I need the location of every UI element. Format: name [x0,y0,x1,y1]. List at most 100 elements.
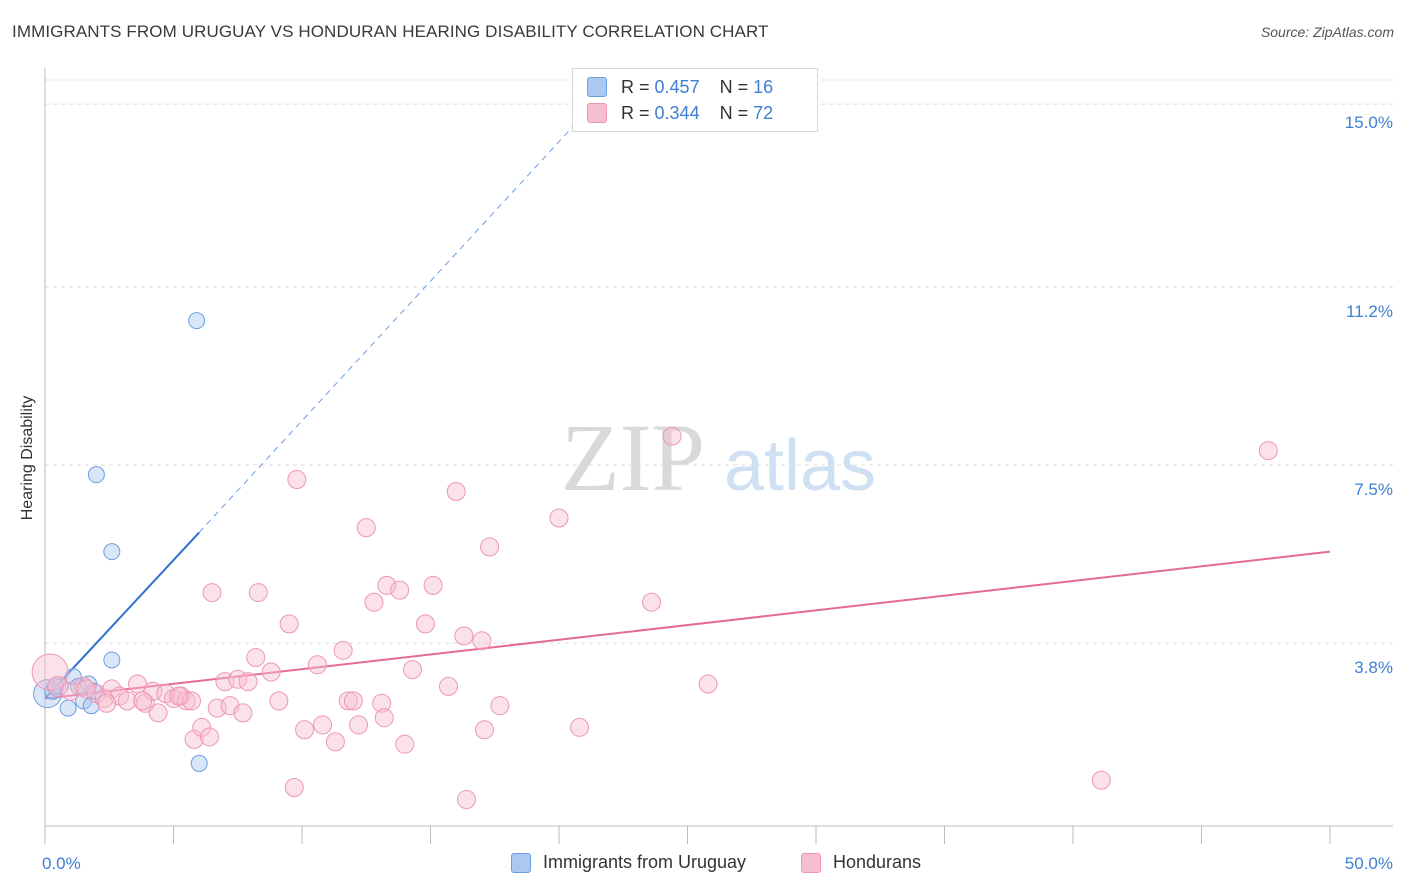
honduran-point [269,691,289,711]
honduran-point [333,640,353,660]
data-points [31,312,1278,810]
uruguay-trend-extension [198,113,586,533]
legend-label-uruguay: Immigrants from Uruguay [543,852,747,872]
legend-item-hondurans[interactable]: Hondurans [801,852,921,873]
honduran-point [325,732,345,752]
honduran-point [233,703,253,723]
honduran-trend-line [44,550,1331,700]
watermark: ZIP atlas [561,404,876,511]
y-tick-label: 3.8% [1354,658,1393,677]
legend-swatch-hondurans [801,852,821,873]
honduran-point [148,703,168,723]
honduran-point [570,717,590,737]
legend-item-uruguay[interactable]: Immigrants from Uruguay [511,852,746,873]
honduran-point [395,734,415,754]
honduran-point [202,583,222,603]
legend-r-label: R = [621,76,650,97]
honduran-point [662,426,682,446]
honduran-point [390,580,410,600]
honduran-point [356,518,376,538]
honduran-point [287,469,307,489]
honduran-point [343,691,363,711]
legend-row-hondurans: R = 0.344 N = 72 [587,101,773,125]
uruguay-point [190,754,208,772]
legend-swatch-uruguay [587,77,607,97]
honduran-point [549,508,569,528]
honduran-point [284,777,304,797]
honduran-point [423,575,443,595]
trend-lines [44,113,1331,700]
uruguay-trend-line [44,531,200,700]
honduran-point [374,708,394,728]
legend-r-label: R = [621,102,650,123]
y-tick-label: 7.5% [1354,480,1393,499]
honduran-point [698,674,718,694]
legend-n-label: N = [719,76,749,97]
axis-layer [44,68,1393,844]
x-tick-label-max: 50.0% [1345,854,1393,873]
honduran-point [76,679,96,699]
legend-label-hondurans: Hondurans [833,852,922,872]
honduran-point [454,626,474,646]
y-tick-label: 15.0% [1345,113,1393,132]
honduran-point [169,686,189,706]
honduran-point [1258,441,1278,461]
honduran-point [133,691,153,711]
legend-r-value: 0.457 [654,76,700,97]
honduran-point [438,676,458,696]
correlation-legend: R = 0.457 N = 16 R = 0.344 N = 72 [572,68,818,132]
honduran-point [307,655,327,675]
legend-n-label: N = [719,102,749,123]
honduran-point [181,691,201,711]
series-legend: Immigrants from Uruguay Hondurans [0,852,1406,878]
honduran-point [338,691,358,711]
uruguay-point [59,699,77,717]
honduran-point [1091,770,1111,790]
honduran-point [31,653,69,691]
uruguay-point [87,466,105,484]
y-tick-label: 11.2% [1346,302,1393,321]
honduran-point [97,693,117,713]
honduran-point [372,693,392,713]
legend-swatch-uruguay [511,852,531,873]
legend-n-value: 72 [753,102,774,123]
uruguay-point [64,668,82,686]
honduran-point [480,537,500,557]
legend-row-uruguay: R = 0.457 N = 16 [587,75,773,99]
honduran-point [248,583,268,603]
uruguay-point [103,543,121,561]
x-tick-label-min: 0.0% [42,854,81,873]
honduran-point [349,715,369,735]
uruguay-point [188,312,206,330]
legend-swatch-hondurans [587,103,607,123]
honduran-point [94,688,114,708]
watermark-zip: ZIP [561,404,705,511]
honduran-point [135,693,155,713]
honduran-point [102,679,122,699]
honduran-point [246,648,266,668]
honduran-point [47,675,69,697]
honduran-point [199,727,219,747]
honduran-point [295,720,315,740]
honduran-point [474,720,494,740]
legend-n-value: 16 [753,76,774,97]
honduran-point [61,681,81,701]
uruguay-point [103,651,121,669]
tick-labels: 3.8% 7.5% 11.2% 15.0% 0.0% 50.0% [42,113,1393,873]
chart-title: IMMIGRANTS FROM URUGUAY VS HONDURAN HEAR… [12,22,769,41]
honduran-point [261,662,281,682]
watermark-atlas: atlas [724,426,876,506]
honduran-point [490,696,510,716]
honduran-point [377,575,397,595]
honduran-point [415,614,435,634]
honduran-point [364,592,384,612]
honduran-point [642,592,662,612]
honduran-point [313,715,333,735]
grid-layer [45,79,1393,644]
honduran-point [279,614,299,634]
honduran-point [472,631,492,651]
honduran-point [192,717,212,737]
source-label: Source: ZipAtlas.com [1260,24,1394,40]
legend-r-value: 0.344 [654,102,700,123]
